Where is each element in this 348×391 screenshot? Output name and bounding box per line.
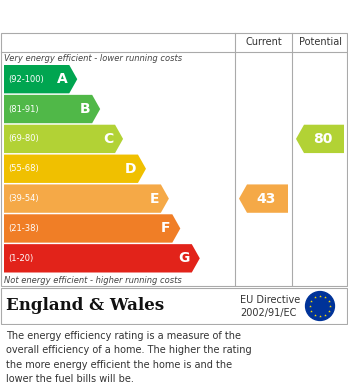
Text: (39-54): (39-54) <box>8 194 39 203</box>
Text: 43: 43 <box>257 192 276 206</box>
Text: (92-100): (92-100) <box>8 75 44 84</box>
Polygon shape <box>4 154 146 183</box>
Text: A: A <box>56 72 67 86</box>
Text: E: E <box>149 192 159 206</box>
Text: (81-91): (81-91) <box>8 104 39 113</box>
Polygon shape <box>4 65 77 93</box>
Text: (1-20): (1-20) <box>8 254 33 263</box>
Text: Potential: Potential <box>299 37 341 47</box>
Polygon shape <box>4 244 200 273</box>
Text: Not energy efficient - higher running costs: Not energy efficient - higher running co… <box>4 276 182 285</box>
Polygon shape <box>4 214 180 243</box>
Text: Very energy efficient - lower running costs: Very energy efficient - lower running co… <box>4 54 182 63</box>
Polygon shape <box>4 95 100 123</box>
Polygon shape <box>239 185 288 213</box>
Text: The energy efficiency rating is a measure of the
overall efficiency of a home. T: The energy efficiency rating is a measur… <box>6 331 252 384</box>
Text: Current: Current <box>245 37 282 47</box>
Text: (69-80): (69-80) <box>8 135 39 143</box>
Polygon shape <box>296 125 344 153</box>
Text: 80: 80 <box>313 132 333 146</box>
Text: EU Directive: EU Directive <box>240 295 300 305</box>
Text: (55-68): (55-68) <box>8 164 39 173</box>
Text: F: F <box>161 221 170 235</box>
Text: C: C <box>103 132 113 146</box>
Text: B: B <box>80 102 90 116</box>
Polygon shape <box>4 185 169 213</box>
Text: D: D <box>125 162 136 176</box>
Text: 2002/91/EC: 2002/91/EC <box>240 308 296 318</box>
Text: (21-38): (21-38) <box>8 224 39 233</box>
Text: G: G <box>179 251 190 265</box>
Text: England & Wales: England & Wales <box>6 298 164 314</box>
Polygon shape <box>4 125 123 153</box>
Circle shape <box>306 292 334 321</box>
Text: Energy Efficiency Rating: Energy Efficiency Rating <box>8 9 218 23</box>
